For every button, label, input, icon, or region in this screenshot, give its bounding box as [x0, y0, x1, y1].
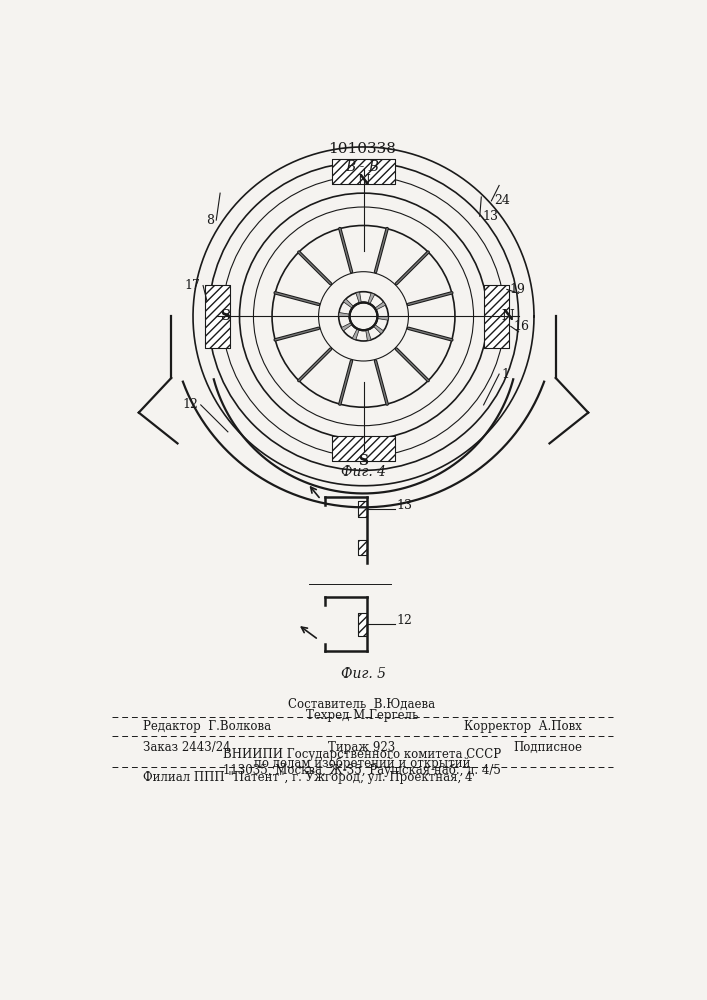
Text: 17: 17	[185, 279, 201, 292]
Bar	[484, 285, 509, 348]
Bar	[206, 285, 230, 348]
Text: Составитель  В.Юдаева: Составитель В.Юдаева	[288, 698, 436, 711]
Bar	[332, 159, 395, 184]
Wedge shape	[352, 329, 359, 340]
Bar	[332, 159, 395, 184]
Bar	[332, 436, 395, 461]
Bar	[206, 285, 230, 348]
Text: ВНИИПИ Государственного комитета СССР: ВНИИПИ Государственного комитета СССР	[223, 748, 501, 761]
Text: 113035, Москва, Ж-35, Раушская наб., д. 4/5: 113035, Москва, Ж-35, Раушская наб., д. …	[223, 764, 501, 777]
Wedge shape	[378, 316, 388, 320]
Text: Подписное: Подписное	[513, 741, 582, 754]
Text: 16: 16	[513, 320, 529, 333]
Text: 13: 13	[482, 210, 498, 223]
Wedge shape	[373, 324, 384, 334]
Text: Филиал ППП "Патент", г. Ужгород, ул. Проектная, 4: Филиал ППП "Патент", г. Ужгород, ул. Про…	[143, 771, 472, 784]
Text: 24: 24	[493, 194, 510, 207]
Bar	[358, 501, 368, 517]
Text: В - В: В - В	[345, 160, 379, 174]
Text: Редактор  Г.Волкова: Редактор Г.Волкова	[143, 720, 271, 733]
Wedge shape	[368, 293, 375, 304]
Text: Заказ 2443/24: Заказ 2443/24	[143, 741, 230, 754]
Bar	[332, 436, 395, 461]
Bar	[358, 501, 368, 517]
Wedge shape	[341, 323, 352, 331]
Wedge shape	[339, 312, 350, 316]
Text: 1: 1	[501, 368, 510, 381]
Text: Техред М.Гергель: Техред М.Гергель	[305, 709, 418, 722]
Text: S: S	[358, 454, 368, 468]
Text: Тираж 923: Тираж 923	[328, 741, 396, 754]
Text: Фиг. 4: Фиг. 4	[341, 465, 386, 479]
Bar	[358, 540, 368, 555]
Text: 12: 12	[397, 614, 413, 627]
Text: 19: 19	[509, 283, 525, 296]
Text: N: N	[357, 174, 370, 188]
Bar	[358, 540, 368, 555]
Text: 13: 13	[397, 499, 413, 512]
Bar	[358, 613, 368, 636]
Text: 1010338: 1010338	[328, 142, 396, 156]
Text: Корректор  А.Повх: Корректор А.Повх	[464, 720, 582, 733]
Text: 12: 12	[182, 398, 199, 411]
Text: по делам изобретений и открытий: по делам изобретений и открытий	[254, 756, 470, 770]
Text: 8: 8	[206, 214, 214, 227]
Text: N: N	[501, 309, 514, 323]
Bar	[358, 613, 368, 636]
Wedge shape	[356, 292, 361, 303]
Wedge shape	[344, 299, 354, 308]
Bar	[484, 285, 509, 348]
Wedge shape	[366, 330, 371, 341]
Text: Фиг. 5: Фиг. 5	[341, 667, 386, 681]
Wedge shape	[375, 302, 385, 310]
Text: S: S	[221, 309, 230, 323]
